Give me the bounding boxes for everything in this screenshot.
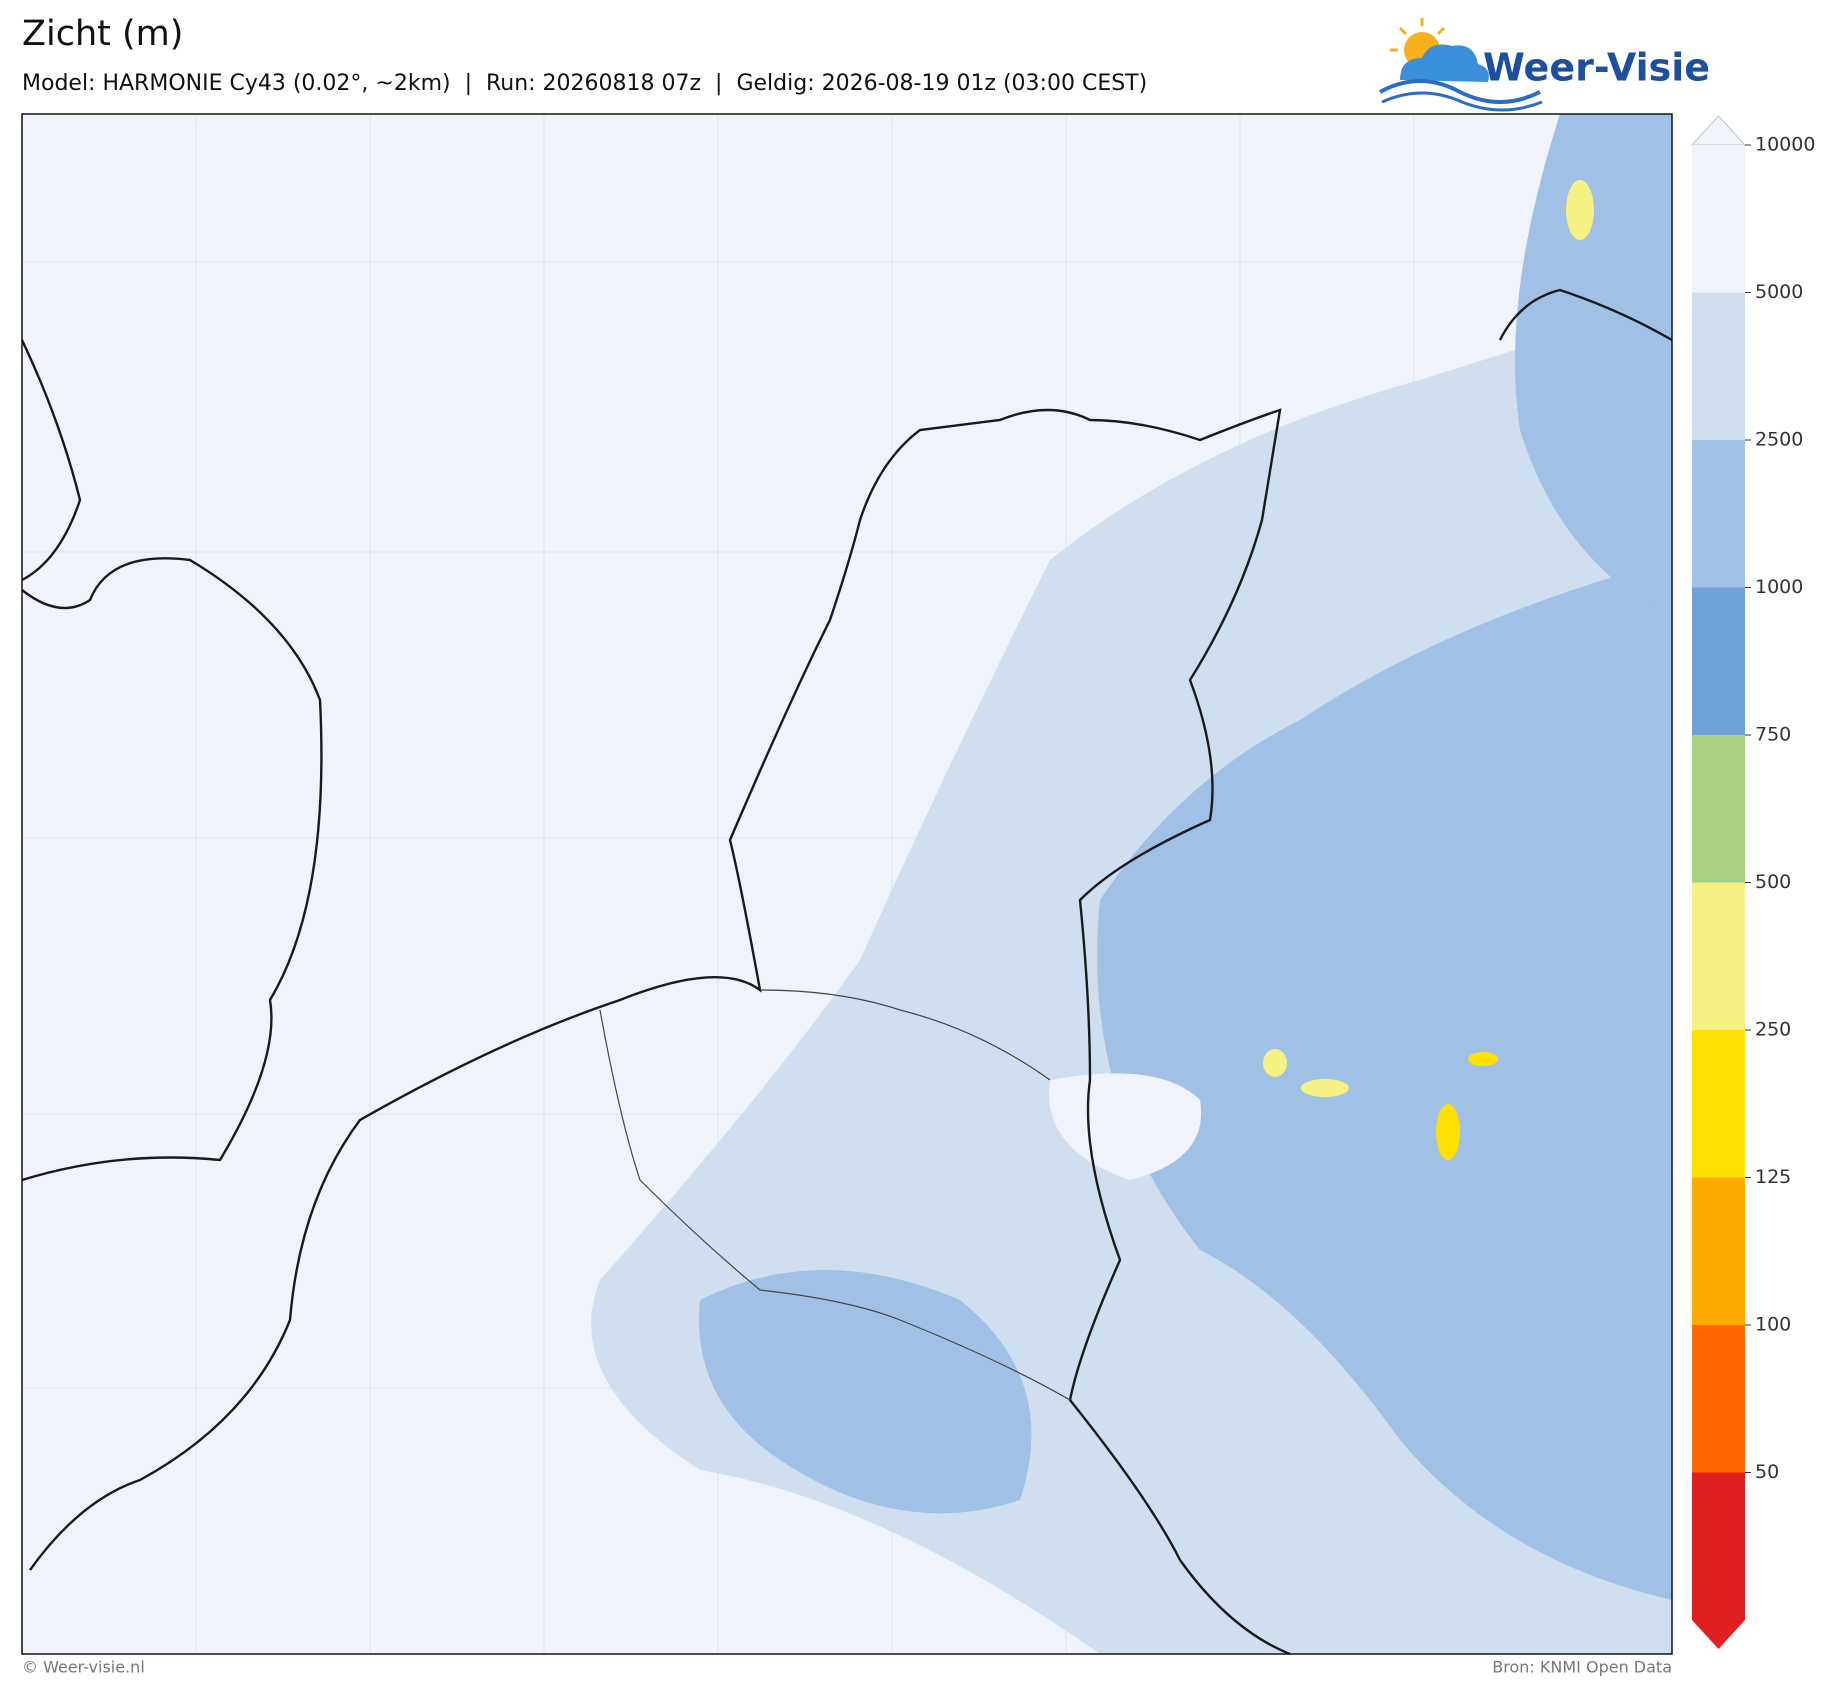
colorbar-label: 100	[1755, 1314, 1791, 1336]
colorbar-label: 50	[1755, 1461, 1779, 1483]
colorbar-band	[1692, 440, 1745, 588]
map	[20, 113, 1673, 1656]
source: Bron: KNMI Open Data	[1492, 1658, 1672, 1677]
colorbar: 10000 5000 2500 1000 750 500 250 125 100 50	[1690, 115, 1815, 1649]
colorbar-band	[1692, 145, 1745, 293]
colorbar-label: 1000	[1755, 576, 1803, 598]
colorbar-label: 250	[1755, 1019, 1791, 1041]
visibility-field	[591, 114, 1672, 1654]
colorbar-band	[1692, 1030, 1745, 1178]
title: Zicht (m)	[22, 14, 183, 54]
colorbar-label: 10000	[1755, 134, 1815, 156]
colorbar-label: 2500	[1755, 429, 1803, 451]
colorbar-label: 750	[1755, 724, 1791, 746]
colorbar-band	[1692, 735, 1745, 883]
colorbar-label: 125	[1755, 1166, 1791, 1188]
subtitle: Model: HARMONIE Cy43 (0.02°, ~2km) | Run…	[22, 71, 1147, 96]
colorbar-label: 500	[1755, 871, 1791, 893]
colorbar-band	[1692, 292, 1745, 440]
colorbar-label: 5000	[1755, 281, 1803, 303]
colorbar-band	[1692, 587, 1745, 735]
coastlines	[20, 288, 1673, 1656]
colorbar-band	[1692, 1472, 1745, 1620]
colorbar-band	[1692, 1177, 1745, 1325]
logo: Weer-Visie	[1379, 18, 1710, 112]
colorbar-extend	[1692, 1620, 1745, 1649]
colorbar-band	[1692, 882, 1745, 1030]
colorbar-extend	[1690, 115, 1747, 146]
logo-text: Weer-Visie	[1483, 46, 1710, 90]
colorbar-band	[1692, 1325, 1745, 1473]
copyright: © Weer-visie.nl	[22, 1658, 145, 1677]
